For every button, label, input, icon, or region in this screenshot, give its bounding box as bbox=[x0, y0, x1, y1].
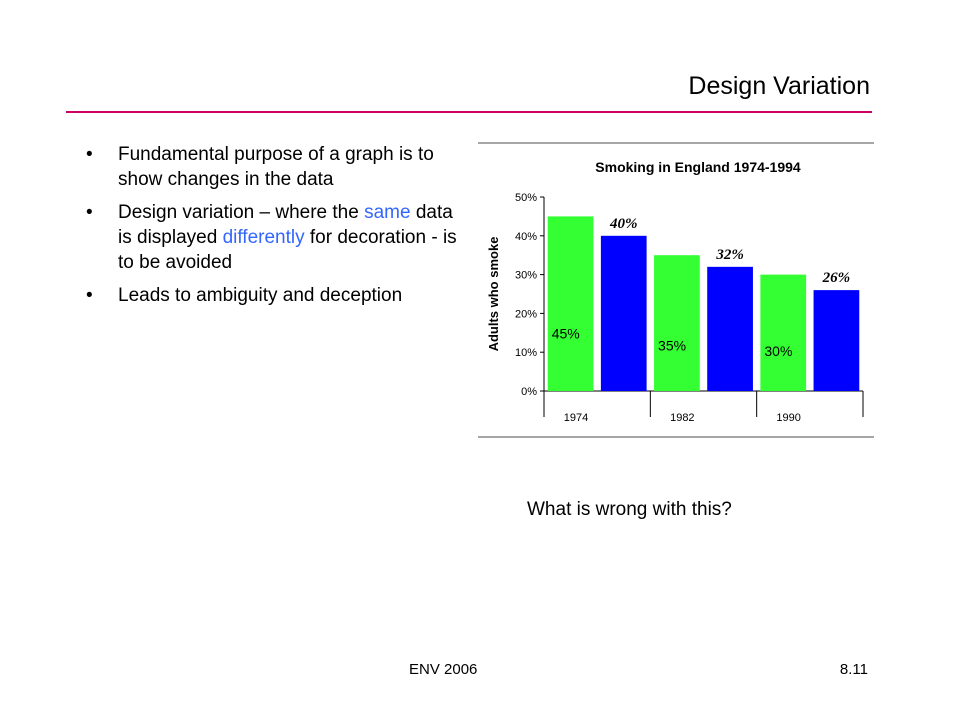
bullet-marker: • bbox=[86, 285, 93, 306]
bullet-list: • Fundamental purpose of a graph is to sh… bbox=[84, 142, 464, 316]
bar bbox=[760, 274, 807, 391]
bar bbox=[547, 216, 594, 391]
bullet-marker: • bbox=[86, 144, 93, 165]
bar-value-label: 26% bbox=[822, 270, 851, 286]
bar bbox=[654, 255, 700, 391]
bar-value-label: 40% bbox=[609, 216, 638, 232]
y-tick-label: 50% bbox=[515, 192, 537, 204]
bullet-text: Fundamental purpose of a graph is to sho… bbox=[118, 144, 434, 190]
question-text: What is wrong with this? bbox=[527, 499, 732, 520]
y-tick-label: 10% bbox=[515, 347, 537, 359]
bar-value-label: 45% bbox=[552, 326, 580, 342]
bar bbox=[600, 235, 647, 391]
y-axis-label: Adults who smoke bbox=[486, 237, 501, 352]
y-tick-label: 40% bbox=[515, 231, 537, 243]
footer-slide-number: 8.11 bbox=[839, 661, 868, 678]
bar-value-label: 35% bbox=[658, 337, 686, 353]
bullet-item: • Leads to ambiguity and deception bbox=[84, 283, 464, 308]
bullet-text: for decoration - is to be avoided bbox=[118, 227, 457, 273]
bullet-text: Leads to ambiguity and deception bbox=[118, 285, 403, 306]
slide-title: Design Variation bbox=[688, 72, 870, 100]
bullet-text: Design variation – where the bbox=[118, 202, 365, 223]
y-tick-label: 30% bbox=[515, 270, 537, 282]
smoking-bar-chart: Smoking in England 1974-1994 Adults who s… bbox=[478, 139, 874, 439]
bar-value-label: 32% bbox=[715, 247, 744, 263]
bullet-item: • Design variation – where the same data … bbox=[84, 200, 464, 275]
bullet-marker: • bbox=[86, 202, 93, 223]
bar bbox=[813, 290, 860, 391]
bullet-text: data is displayed bbox=[118, 202, 453, 248]
title-divider bbox=[66, 111, 872, 113]
chart-title: Smoking in England 1974-1994 bbox=[595, 159, 801, 175]
y-tick-label: 20% bbox=[515, 308, 537, 320]
x-tick-label: 1990 bbox=[776, 412, 800, 424]
chart-canvas: Smoking in England 1974-1994 Adults who s… bbox=[478, 142, 874, 438]
bar-value-label: 30% bbox=[764, 343, 792, 359]
x-tick-label: 1974 bbox=[564, 412, 588, 424]
highlighted-text: differently bbox=[222, 227, 305, 248]
x-tick-label: 1982 bbox=[670, 412, 694, 424]
bullet-item: • Fundamental purpose of a graph is to sh… bbox=[84, 142, 464, 192]
highlighted-text: same bbox=[364, 202, 411, 223]
y-tick-label: 0% bbox=[521, 386, 537, 398]
bar bbox=[707, 266, 753, 391]
footer-course-code: ENV 2006 bbox=[409, 661, 478, 678]
